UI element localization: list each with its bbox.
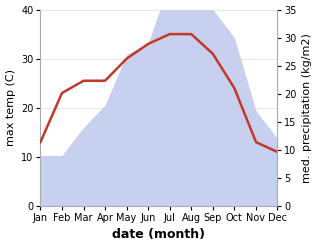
Y-axis label: med. precipitation (kg/m2): med. precipitation (kg/m2) — [302, 33, 313, 183]
X-axis label: date (month): date (month) — [113, 228, 205, 242]
Y-axis label: max temp (C): max temp (C) — [5, 69, 16, 146]
